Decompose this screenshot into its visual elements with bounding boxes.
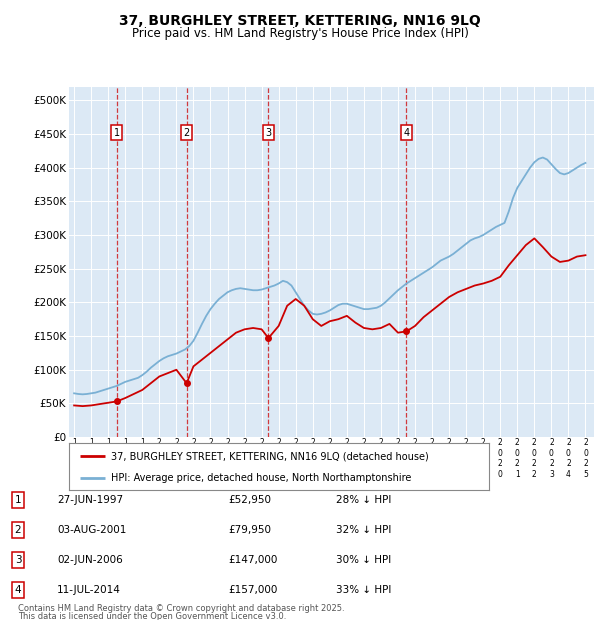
Text: £147,000: £147,000	[228, 555, 277, 565]
Text: £52,950: £52,950	[228, 495, 271, 505]
Text: 1: 1	[113, 128, 120, 138]
Text: 32% ↓ HPI: 32% ↓ HPI	[336, 525, 391, 535]
Text: HPI: Average price, detached house, North Northamptonshire: HPI: Average price, detached house, Nort…	[111, 473, 412, 483]
Text: 30% ↓ HPI: 30% ↓ HPI	[336, 555, 391, 565]
Text: 3: 3	[265, 128, 271, 138]
Text: 27-JUN-1997: 27-JUN-1997	[57, 495, 123, 505]
Text: Price paid vs. HM Land Registry's House Price Index (HPI): Price paid vs. HM Land Registry's House …	[131, 27, 469, 40]
Text: This data is licensed under the Open Government Licence v3.0.: This data is licensed under the Open Gov…	[18, 612, 286, 620]
Text: 28% ↓ HPI: 28% ↓ HPI	[336, 495, 391, 505]
Text: 02-JUN-2006: 02-JUN-2006	[57, 555, 123, 565]
Text: 33% ↓ HPI: 33% ↓ HPI	[336, 585, 391, 595]
Text: Contains HM Land Registry data © Crown copyright and database right 2025.: Contains HM Land Registry data © Crown c…	[18, 604, 344, 613]
Text: 1: 1	[14, 495, 22, 505]
Text: 3: 3	[14, 555, 22, 565]
Text: £79,950: £79,950	[228, 525, 271, 535]
Text: 37, BURGHLEY STREET, KETTERING, NN16 9LQ: 37, BURGHLEY STREET, KETTERING, NN16 9LQ	[119, 14, 481, 28]
Text: £157,000: £157,000	[228, 585, 277, 595]
Text: 2: 2	[14, 525, 22, 535]
Text: 11-JUL-2014: 11-JUL-2014	[57, 585, 121, 595]
Text: 37, BURGHLEY STREET, KETTERING, NN16 9LQ (detached house): 37, BURGHLEY STREET, KETTERING, NN16 9LQ…	[111, 451, 429, 461]
Text: 2: 2	[184, 128, 190, 138]
Text: 4: 4	[403, 128, 410, 138]
Text: 4: 4	[14, 585, 22, 595]
Text: 03-AUG-2001: 03-AUG-2001	[57, 525, 127, 535]
